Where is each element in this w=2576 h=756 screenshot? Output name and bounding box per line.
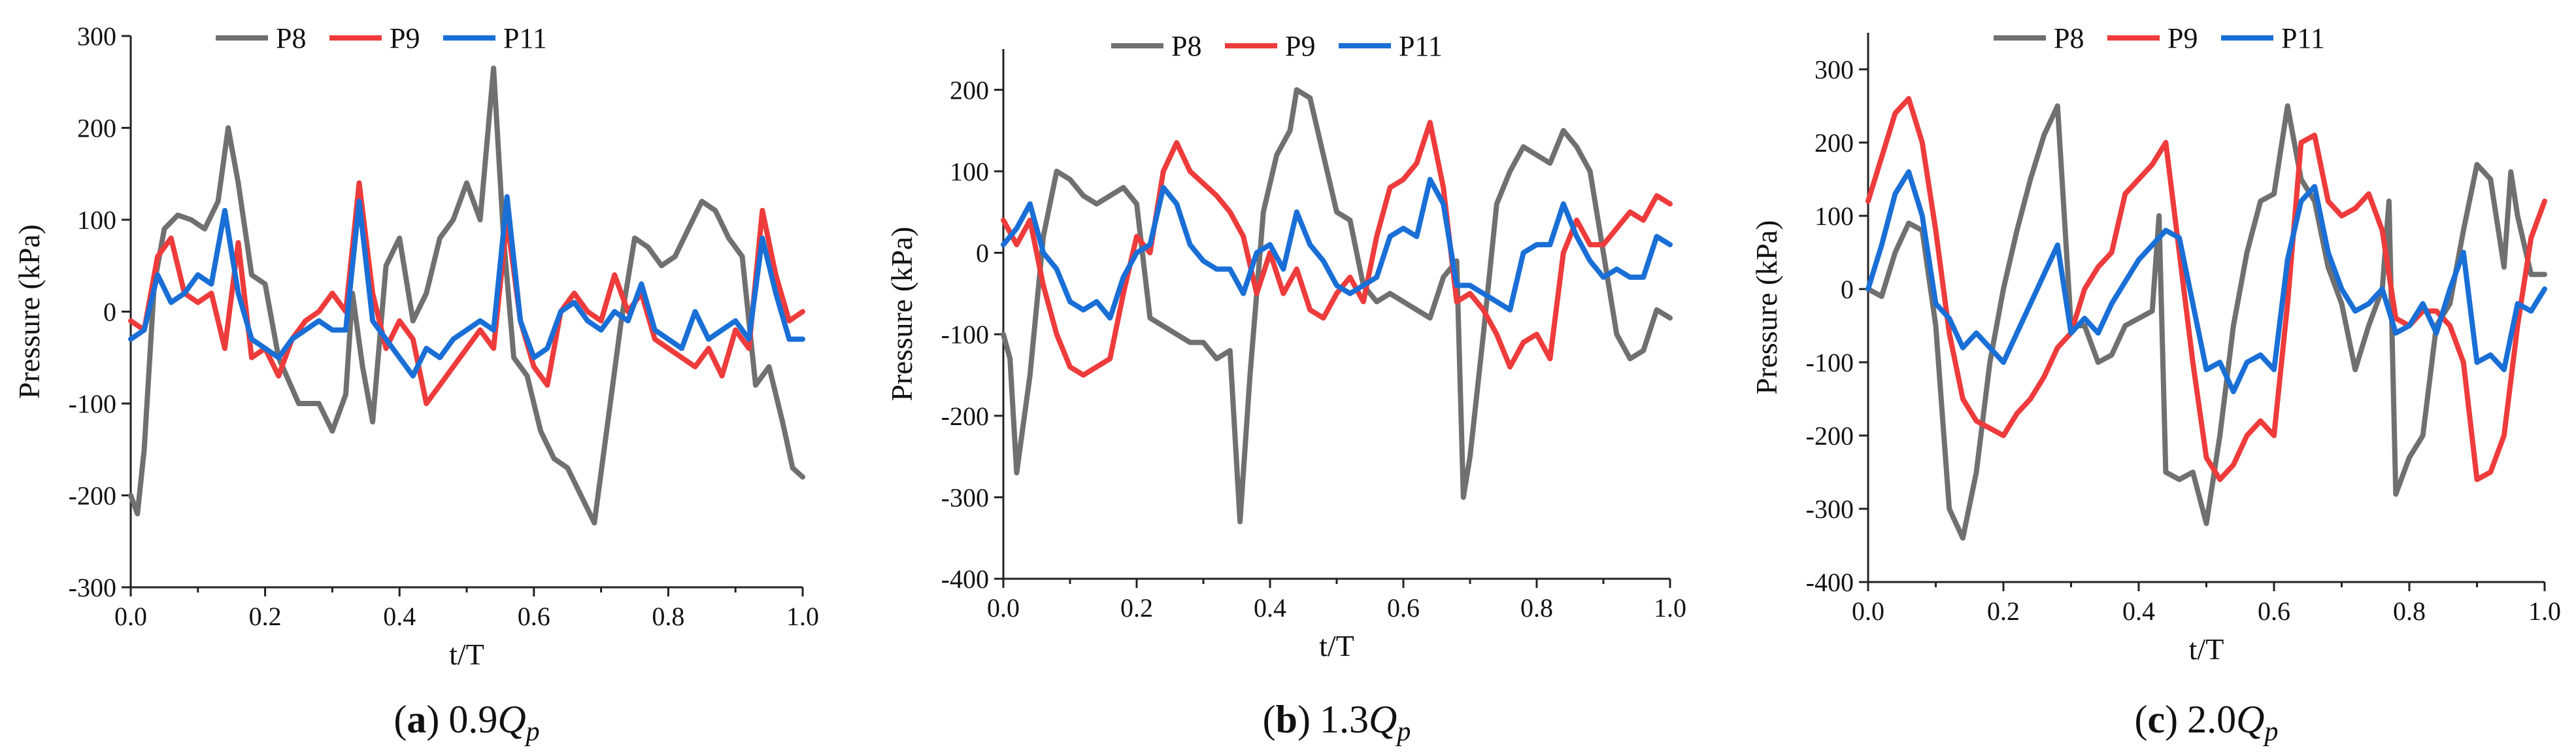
x-tick-label: 0.8 (652, 602, 684, 631)
y-tick-label: 100 (1815, 201, 1854, 231)
y-tick-label: 300 (1815, 55, 1854, 84)
caption-prefix: ( (393, 698, 407, 741)
y-tick-label: 100 (950, 157, 989, 186)
caption-prefix: ( (2135, 698, 2148, 741)
series-line-p11 (1865, 169, 2547, 394)
caption-sub: p (1395, 717, 1411, 747)
series-line-p9 (128, 180, 805, 406)
x-tick-label: 1.0 (2528, 596, 2561, 626)
caption-Q: Q (1369, 698, 1397, 741)
x-axis-title: t/T (2189, 632, 2224, 666)
y-tick-label: -100 (1806, 348, 1854, 377)
caption-Q: Q (497, 698, 526, 741)
legend-label-p9: P9 (390, 22, 420, 54)
series-line-p11 (128, 194, 805, 379)
legend-label-p8: P8 (1171, 30, 1201, 62)
panel-b: 0.0 0.2 0.4 0.6 0.8 1.0 -400 -300 -200 -100 0 100 20… (885, 30, 1686, 747)
y-tick-label: -200 (1806, 421, 1854, 451)
y-tick-label: 0 (1841, 275, 1854, 304)
y-tick-label: -100 (941, 320, 989, 349)
y-tick-label: 200 (950, 75, 989, 105)
x-tick-label: 0.6 (2258, 596, 2290, 626)
y-axis-title: Pressure (kPa) (1750, 220, 1783, 395)
series-line-p9 (1001, 120, 1673, 378)
caption-Q: Q (2236, 698, 2264, 741)
legend-label-p8: P8 (276, 22, 306, 54)
x-axis-title: t/T (449, 638, 484, 671)
x-tick-label: 0.2 (249, 602, 282, 631)
y-tick-label: 300 (77, 22, 116, 51)
y-tick-label: -400 (941, 564, 989, 594)
series-line-p11 (1001, 177, 1673, 321)
x-tick-label: 0.0 (987, 593, 1020, 623)
panel-a: 0.0 0.2 0.4 0.6 0.8 1.0 -300 -200 -100 0 100 200 300… (12, 22, 819, 747)
x-tick-label: 0.6 (518, 602, 550, 631)
x-axis-title: t/T (1319, 629, 1354, 662)
y-tick-label: -300 (1806, 494, 1854, 524)
caption-prefix: ( (1263, 698, 1276, 741)
x-tick-label: 0.2 (1120, 593, 1153, 623)
caption-close: ) (2165, 698, 2178, 741)
y-tick-label: 200 (1815, 128, 1854, 158)
y-tick-label: -200 (941, 402, 989, 431)
caption-sub: p (2262, 717, 2278, 747)
panel-c: 0.0 0.2 0.4 0.6 0.8 1.0 -400 -300 -200 -100 0 100 20… (1750, 22, 2561, 747)
y-tick-label: -200 (69, 481, 116, 511)
y-tick-label: -300 (69, 573, 116, 602)
legend-label-p11: P11 (503, 22, 547, 54)
caption-letter: c (2148, 698, 2166, 741)
x-tick-label: 0.4 (383, 602, 416, 631)
x-tick-label: 1.0 (786, 602, 819, 631)
y-tick-label: 0 (103, 298, 116, 327)
panel-caption: (b) 1.3Qp (1263, 698, 1411, 747)
y-axis-title: Pressure (kPa) (12, 224, 46, 399)
x-tick-label: 1.0 (1654, 593, 1686, 623)
caption-letter: a (407, 698, 426, 741)
x-tick-label: 0.4 (1254, 593, 1286, 623)
x-tick-label: 0.6 (1387, 593, 1420, 623)
caption-value: 0.9 (448, 698, 497, 741)
caption-sub: p (524, 717, 540, 747)
y-tick-label: 0 (976, 239, 989, 268)
y-tick-label: 100 (77, 205, 116, 235)
y-tick-label: -100 (69, 389, 116, 419)
series-line-p8 (1001, 87, 1673, 524)
panel-caption: (c) 2.0Qp (2135, 698, 2279, 747)
x-tick-label: 0.8 (2393, 596, 2426, 626)
legend-label-p11: P11 (1399, 30, 1443, 62)
y-axis-title: Pressure (kPa) (885, 227, 918, 402)
caption-value: 2.0 (2187, 698, 2236, 741)
x-tick-label: 0.4 (2122, 596, 2155, 626)
caption-value: 1.3 (1320, 698, 1369, 741)
series-line-p9 (1865, 95, 2547, 483)
legend-label-p8: P8 (2054, 22, 2084, 54)
x-tick-label: 0.0 (1852, 596, 1884, 626)
y-tick-label: 200 (77, 114, 116, 143)
panel-caption: (a) 0.9Qp (393, 698, 539, 747)
x-tick-label: 0.2 (1987, 596, 2020, 626)
legend-label-p9: P9 (1285, 30, 1315, 62)
legend-label-p11: P11 (2281, 22, 2325, 54)
x-tick-label: 0.0 (114, 602, 147, 631)
series-line-p8 (128, 65, 805, 526)
caption-close: ) (426, 698, 439, 741)
x-tick-label: 0.8 (1520, 593, 1553, 623)
legend-label-p9: P9 (2167, 22, 2198, 54)
y-tick-label: -400 (1806, 568, 1854, 597)
caption-letter: b (1276, 698, 1297, 741)
y-tick-label: -300 (941, 483, 989, 512)
caption-close: ) (1297, 698, 1311, 741)
